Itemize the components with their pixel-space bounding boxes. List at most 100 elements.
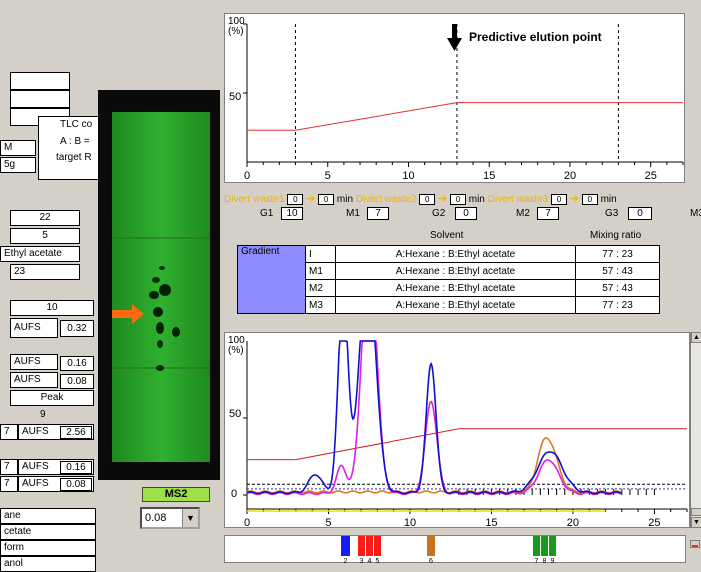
value-22: 22 <box>10 210 80 226</box>
tlc-spot <box>149 291 159 299</box>
aufs-label-3: AUFS <box>10 372 58 388</box>
fraction-marker <box>541 536 548 556</box>
m2-label: M2 <box>516 208 530 219</box>
row-ratio[interactable]: 57 : 43 <box>575 279 660 297</box>
min-label: min <box>600 194 617 205</box>
g1-input[interactable]: 10 <box>281 207 303 220</box>
g1-label: G1 <box>260 208 274 219</box>
g3-input[interactable]: 0 <box>628 207 652 220</box>
segment-row: G1 10 M1 7 G2 0 M2 7 G3 0 M3 <box>224 206 701 224</box>
divert-waste1-start[interactable]: 0 <box>287 193 304 205</box>
gradient-y-top: 100 <box>228 16 245 27</box>
row-id: M1 <box>305 262 336 280</box>
target-arrow-icon <box>112 304 146 327</box>
orange-trace <box>246 437 622 494</box>
table-row: M2 A:Hexane : B:Ethyl acetate 57 : 43 <box>238 279 660 297</box>
solvent-list-item[interactable]: ane <box>0 508 96 524</box>
chrom-gradient-line <box>247 428 687 461</box>
g-cell: 5g <box>0 157 36 173</box>
fraction-marker <box>366 536 373 556</box>
chromatogram-svg: 0 5 10 15 20 25 <box>243 340 688 529</box>
tlc-spot <box>159 266 165 270</box>
top-blank-cell-2 <box>10 90 70 108</box>
gradient-label-cell: Gradient <box>237 245 306 314</box>
row-a-num: 7 <box>0 424 18 440</box>
scroll-thumb[interactable] <box>691 508 701 516</box>
scroll-up-icon[interactable]: ▲ <box>691 332 701 343</box>
scroll-down-icon[interactable]: ▼ <box>691 517 701 528</box>
divert-waste1-end[interactable]: 0 <box>318 193 335 205</box>
fraction-label: 4 <box>368 558 372 564</box>
gradient-x-tick-label: 10 <box>402 170 414 182</box>
tlc-spot <box>172 327 180 337</box>
divert-waste3-start[interactable]: 0 <box>551 193 568 205</box>
fraction-label: 5 <box>376 558 380 564</box>
g2-input[interactable]: 0 <box>455 207 477 220</box>
row-id: M2 <box>305 279 336 297</box>
row-solvent[interactable]: A:Hexane : B:Ethyl acetate <box>335 296 576 314</box>
row-ratio[interactable]: 77 : 23 <box>575 296 660 314</box>
divert-waste1-label: Divert waste1 <box>224 194 285 205</box>
g3-label: G3 <box>605 208 619 219</box>
arrow-right-icon: ➜ <box>437 193 448 205</box>
value-23: 23 <box>10 264 80 280</box>
m3-label: M3 <box>690 208 701 219</box>
divert-row: Divert waste1 0 ➜ 0 min Divert waste2 0 … <box>224 192 694 206</box>
solvent-list-item[interactable]: anol <box>0 556 96 572</box>
chrom-x-tick-label: 0 <box>244 517 250 529</box>
blue-trace <box>246 340 622 495</box>
solvent-list-item[interactable]: cetate <box>0 524 96 540</box>
divert-waste2-start[interactable]: 0 <box>419 193 436 205</box>
fraction-scroll-icon[interactable] <box>690 540 700 548</box>
divert-waste2-end[interactable]: 0 <box>449 193 466 205</box>
chrom-x-tick-label: 5 <box>325 517 331 529</box>
m1-input[interactable]: 7 <box>367 207 389 220</box>
fraction-marker <box>427 536 435 556</box>
chrom-y-top: 100 <box>228 335 245 346</box>
row-ratio[interactable]: 57 : 43 <box>575 262 660 280</box>
fraction-label: 8 <box>543 558 547 564</box>
row-solvent[interactable]: A:Hexane : B:Ethyl acetate <box>335 279 576 297</box>
fraction-marker <box>341 536 350 556</box>
chromatogram: 0 5 10 15 20 25 100 (%) 50 0 <box>224 332 690 529</box>
gradient-line <box>247 102 683 131</box>
tlc-spot <box>156 322 164 334</box>
gradient-x-tick-label: 20 <box>564 170 576 182</box>
value-9: 9 <box>40 409 46 420</box>
divert-waste3-end[interactable]: 0 <box>581 193 598 205</box>
target-label: target R <box>56 152 92 163</box>
g2-label: G2 <box>432 208 446 219</box>
table-row: Gradient I A:Hexane : B:Ethyl acetate 77… <box>237 245 660 314</box>
gradient-table: Gradient I A:Hexane : B:Ethyl acetate 77… <box>237 245 660 314</box>
row-b-value[interactable]: 0.16 <box>60 461 92 474</box>
gradient-x-tick-label: 5 <box>325 170 331 182</box>
solvent-cell: Ethyl acetate <box>0 246 80 262</box>
min-label: min <box>468 194 485 205</box>
fraction-marker <box>374 536 381 556</box>
row-a-value[interactable]: 2.56 <box>60 426 92 439</box>
top-blank-cell-1 <box>10 72 70 90</box>
aufs-value-1[interactable]: 0.32 <box>60 320 94 337</box>
chrom-y-mid: 50 <box>229 408 242 420</box>
row-ratio[interactable]: 77 : 23 <box>575 245 660 263</box>
chevron-down-icon[interactable]: ▼ <box>182 509 198 527</box>
gradient-x-tick-label: 0 <box>244 170 250 182</box>
solvent-list-item[interactable]: form <box>0 540 96 556</box>
aufs-value-2[interactable]: 0.16 <box>60 356 94 371</box>
aufs-value-3[interactable]: 0.08 <box>60 374 94 389</box>
fraction-label: 9 <box>551 558 555 564</box>
chrom-x-tick-label: 20 <box>567 517 579 529</box>
row-solvent[interactable]: A:Hexane : B:Ethyl acetate <box>335 262 576 280</box>
row-b-num: 7 <box>0 459 18 475</box>
tlc-spot <box>159 284 171 296</box>
row-id: I <box>305 245 336 263</box>
row-solvent[interactable]: A:Hexane : B:Ethyl acetate <box>335 245 576 263</box>
gradient-chart-svg: 0 5 10 15 20 25 <box>243 23 684 182</box>
m2-input[interactable]: 7 <box>537 207 559 220</box>
ms2-select[interactable]: 0.08 ▼ <box>140 507 200 529</box>
fraction-marker <box>358 536 365 556</box>
chromatogram-scrollbar[interactable]: ▲ ▼ <box>690 332 701 528</box>
solvent-header: Solvent <box>430 230 464 241</box>
row-c-value[interactable]: 0.08 <box>60 478 92 491</box>
